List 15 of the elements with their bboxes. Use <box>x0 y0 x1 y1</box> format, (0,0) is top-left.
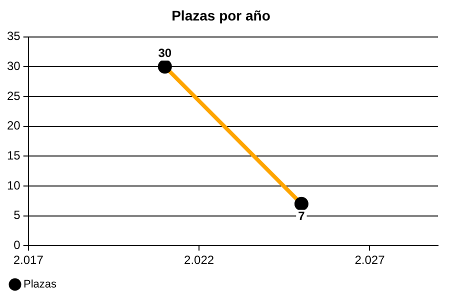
legend-label: Plazas <box>24 278 58 291</box>
y-tick-label: 20 <box>6 118 21 133</box>
x-tick-label: 2.017 <box>13 253 44 268</box>
data-label: 30 <box>158 46 172 60</box>
x-tick-label: 2.027 <box>354 253 386 268</box>
y-tick-label: 30 <box>6 58 21 73</box>
y-tick-label: 5 <box>14 208 21 222</box>
y-tick-label: 25 <box>6 88 21 103</box>
y-tick-label: 0 <box>14 238 21 252</box>
data-label: 7 <box>298 209 306 224</box>
y-tick-label: 10 <box>6 178 21 192</box>
chart-title: Plazas por año <box>172 7 270 24</box>
y-tick-label: 15 <box>6 148 21 162</box>
y-tick-label: 35 <box>6 29 21 44</box>
x-tick-label: 2.022 <box>184 253 214 268</box>
